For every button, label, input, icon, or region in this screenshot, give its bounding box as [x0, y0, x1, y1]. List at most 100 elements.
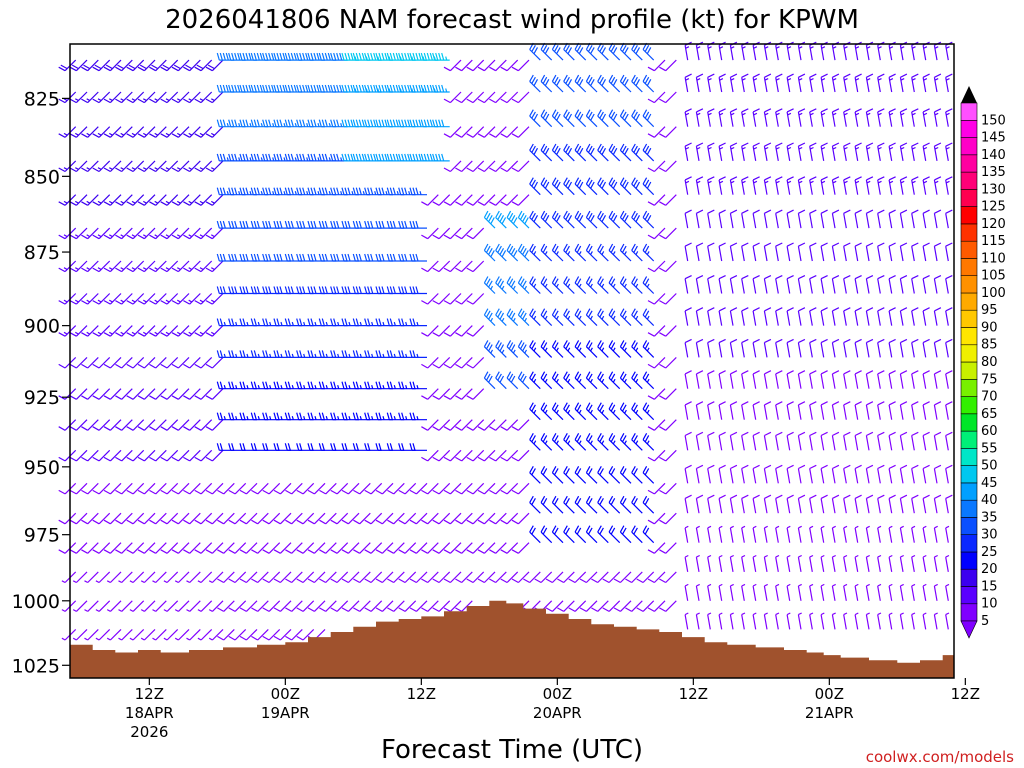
wind-barb: [659, 325, 677, 337]
wind-barb: [865, 583, 870, 601]
wind-barb: [831, 401, 840, 420]
wind-barb: [239, 318, 257, 327]
wind-barb: [432, 52, 450, 61]
wind-barb: [69, 512, 88, 525]
wind-barb: [341, 286, 359, 295]
wind-barb: [786, 338, 794, 358]
wind-barb: [718, 73, 726, 93]
wind-barb: [809, 307, 817, 326]
wind-barb: [877, 73, 885, 93]
wind-barb: [865, 554, 870, 573]
wind-barb: [831, 73, 840, 93]
wind-barb: [216, 350, 235, 358]
wind-barb: [409, 412, 427, 421]
wind-barb: [500, 126, 519, 138]
wind-barb: [318, 350, 337, 358]
colorbar-label: 140: [981, 148, 1006, 163]
wind-barb: [152, 628, 167, 641]
wind-barb: [205, 325, 224, 337]
wind-barb: [888, 370, 896, 389]
wind-barb: [284, 153, 303, 162]
wind-barb: [477, 449, 496, 462]
wind-barb: [877, 494, 885, 514]
y-tick-label: 925: [24, 387, 60, 409]
wind-barb: [364, 381, 382, 390]
colorbar-label: 5: [981, 614, 989, 629]
wind-barb: [409, 542, 428, 554]
wind-barb: [752, 209, 760, 229]
wind-barb: [103, 512, 122, 525]
wind-barb: [752, 612, 757, 630]
wind-barb: [273, 482, 292, 495]
wind-barb: [659, 600, 677, 612]
wind-barb: [137, 356, 156, 369]
wind-barb: [911, 338, 919, 358]
wind-barb: [797, 73, 806, 93]
wind-barb: [933, 209, 942, 229]
wind-barb: [608, 466, 621, 484]
wind-barb: [409, 318, 427, 327]
wind-barb: [695, 554, 700, 573]
wind-barb: [319, 542, 337, 554]
wind-barb: [489, 542, 507, 554]
wind-barb: [865, 494, 874, 514]
wind-barb: [239, 600, 258, 612]
wind-barb: [216, 84, 235, 93]
wind-barb: [92, 126, 111, 138]
wind-barb: [585, 495, 598, 514]
wind-barb: [364, 512, 383, 525]
colorbar-label: 130: [981, 182, 1006, 197]
wind-barb: [483, 210, 496, 229]
wind-barb: [129, 628, 145, 641]
wind-barb: [888, 108, 896, 127]
wind-barb: [752, 307, 760, 326]
wind-barb: [831, 142, 840, 162]
wind-barb: [183, 325, 201, 337]
wind-barb: [899, 209, 908, 229]
wind-barb: [922, 494, 930, 514]
wind-barb: [216, 153, 235, 162]
wind-barb: [574, 495, 587, 514]
wind-barb: [608, 308, 621, 327]
wind-barb: [797, 209, 806, 229]
wind-barb: [591, 571, 609, 584]
wind-barb: [149, 356, 167, 369]
wind-barb: [551, 42, 564, 61]
wind-barb: [194, 512, 213, 525]
wind-barb: [239, 350, 257, 358]
wind-barb: [353, 542, 371, 554]
wind-barb: [797, 176, 806, 195]
wind-barb: [922, 209, 930, 229]
wind-barb: [659, 126, 677, 138]
wind-barb: [285, 571, 303, 584]
wind-barb: [432, 542, 451, 554]
wind-barb: [945, 494, 953, 514]
wind-barb: [602, 600, 621, 612]
wind-barb: [608, 525, 621, 544]
wind-barb: [375, 220, 393, 229]
wind-barb: [205, 419, 224, 431]
wind-barb: [741, 108, 749, 127]
wind-barb: [843, 176, 851, 195]
wind-barb: [597, 340, 609, 358]
wind-barb: [763, 209, 772, 229]
wind-barb: [741, 209, 749, 229]
x-tick-date: 21APR: [805, 704, 854, 722]
wind-barb: [695, 142, 704, 162]
wind-barb: [194, 482, 213, 495]
wind-barb: [865, 275, 874, 294]
wind-barb: [684, 612, 689, 630]
y-tick-label: 900: [24, 316, 60, 338]
wind-barb: [659, 356, 677, 369]
wind-barb: [854, 370, 862, 389]
wind-barb: [933, 431, 942, 451]
wind-barb: [945, 209, 953, 229]
wind-barb: [421, 325, 439, 337]
wind-barb: [707, 401, 715, 420]
wind-barb: [318, 84, 337, 93]
wind-barb: [432, 356, 451, 369]
wind-barb: [466, 293, 485, 305]
wind-barb: [262, 253, 280, 262]
wind-barb: [137, 449, 156, 462]
wind-barb: [642, 340, 655, 358]
